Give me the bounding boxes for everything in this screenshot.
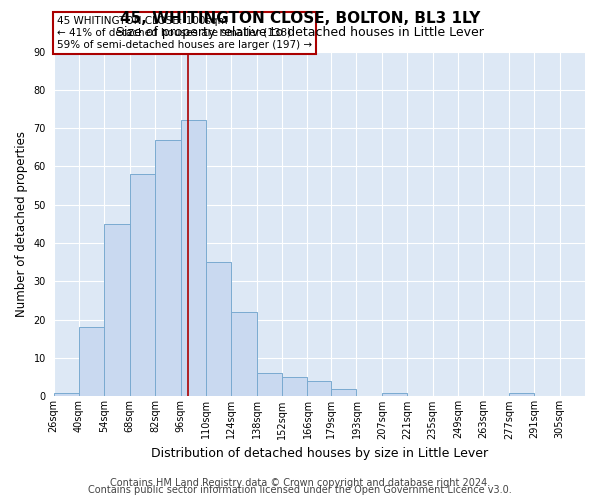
Text: 45, WHITINGTON CLOSE, BOLTON, BL3 1LY: 45, WHITINGTON CLOSE, BOLTON, BL3 1LY [120,11,480,26]
Bar [282,377,307,396]
Bar [307,381,331,396]
Bar [331,388,356,396]
Bar [104,224,130,396]
Bar [382,392,407,396]
Bar [509,392,534,396]
Bar [181,120,206,396]
Bar [79,328,104,396]
Bar [155,140,181,396]
Bar [257,374,282,396]
Y-axis label: Number of detached properties: Number of detached properties [15,131,28,317]
Bar [232,312,257,396]
Bar [130,174,155,396]
Bar [206,262,232,396]
Text: Contains HM Land Registry data © Crown copyright and database right 2024.: Contains HM Land Registry data © Crown c… [110,478,490,488]
Text: 45 WHITINGTON CLOSE: 100sqm
← 41% of detached houses are smaller (138)
59% of se: 45 WHITINGTON CLOSE: 100sqm ← 41% of det… [57,16,313,50]
Text: Size of property relative to detached houses in Little Lever: Size of property relative to detached ho… [116,26,484,39]
Bar [53,392,79,396]
Text: Contains public sector information licensed under the Open Government Licence v3: Contains public sector information licen… [88,485,512,495]
X-axis label: Distribution of detached houses by size in Little Lever: Distribution of detached houses by size … [151,447,488,460]
